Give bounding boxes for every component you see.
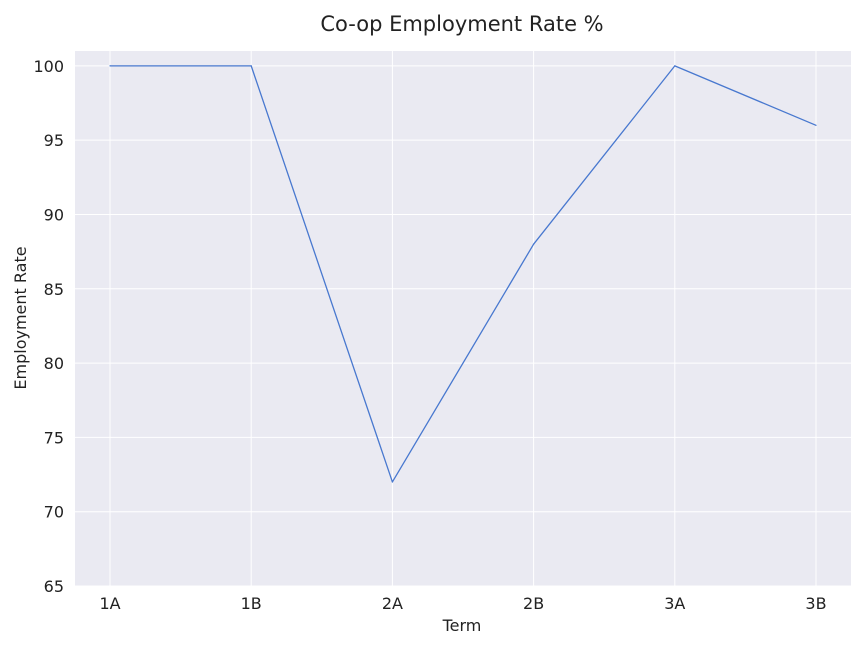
data-point [533,243,535,245]
x-tick-label: 3A [664,594,685,613]
y-tick-labels: 65 70 75 80 85 90 95 100 [33,57,64,596]
x-axis-label: Term [442,616,482,635]
y-tick-label: 75 [44,428,64,447]
series-group [109,65,817,483]
y-tick-label: 100 [33,57,64,76]
chart-title: Co-op Employment Rate % [320,12,603,36]
x-tick-labels: 1A 1B 2A 2B 3A 3B [99,594,826,613]
y-tick-label: 85 [44,280,64,299]
y-tick-label: 95 [44,131,64,150]
y-tick-label: 80 [44,354,64,373]
data-point [674,65,676,67]
data-point [250,65,252,67]
y-tick-label: 65 [44,577,64,596]
data-point [391,481,393,483]
plot-area [75,51,851,586]
x-tick-label: 1B [241,594,262,613]
series-line [110,65,817,483]
x-tick-label: 2A [382,594,403,613]
data-point [109,65,111,67]
x-tick-label: 2B [523,594,544,613]
x-tick-label: 3B [805,594,826,613]
y-tick-label: 70 [44,503,64,522]
y-axis-label: Employment Rate [11,246,30,389]
x-tick-label: 1A [99,594,120,613]
grid-lines [75,51,851,587]
y-tick-label: 90 [44,205,64,224]
data-point [815,124,817,126]
